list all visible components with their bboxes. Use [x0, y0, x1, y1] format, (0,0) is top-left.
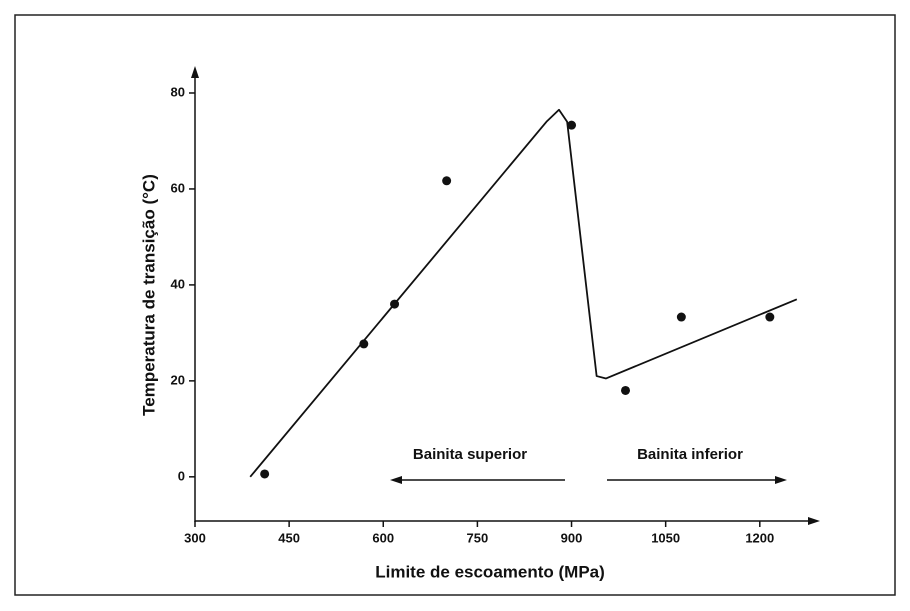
x-axis-title: Limite de escoamento (MPa) — [375, 562, 605, 581]
x-tick-label: 450 — [278, 530, 300, 545]
x-tick-label: 1050 — [651, 530, 680, 545]
x-tick-label: 300 — [184, 530, 206, 545]
y-axis-arrow — [191, 66, 199, 78]
data-point — [442, 176, 452, 186]
annotation-arrowhead — [775, 476, 787, 484]
annotation-arrowhead — [390, 476, 402, 484]
annotation: Bainita superior — [413, 446, 527, 463]
y-tick-label: 80 — [171, 84, 185, 99]
y-tick-label: 60 — [171, 180, 185, 195]
y-tick-label: 40 — [171, 276, 185, 291]
x-axis-arrow — [808, 517, 820, 525]
data-point — [567, 120, 577, 130]
data-point — [359, 339, 369, 349]
data-point — [390, 299, 400, 309]
data-point — [676, 312, 686, 322]
x-tick-label: 600 — [372, 530, 394, 545]
annotation: Bainita inferior — [637, 446, 743, 463]
data-point — [621, 385, 630, 395]
data-point — [765, 312, 775, 322]
x-tick-label: 750 — [467, 530, 489, 545]
y-tick-label: 0 — [178, 468, 185, 483]
x-tick-label: 1200 — [745, 530, 774, 545]
trend-line — [249, 108, 798, 478]
y-axis-title: Temperatura de transição (°C) — [139, 174, 158, 416]
x-tick-label: 900 — [561, 530, 583, 545]
frame — [14, 14, 896, 596]
data-point — [260, 469, 270, 479]
y-tick-label: 20 — [171, 372, 185, 387]
